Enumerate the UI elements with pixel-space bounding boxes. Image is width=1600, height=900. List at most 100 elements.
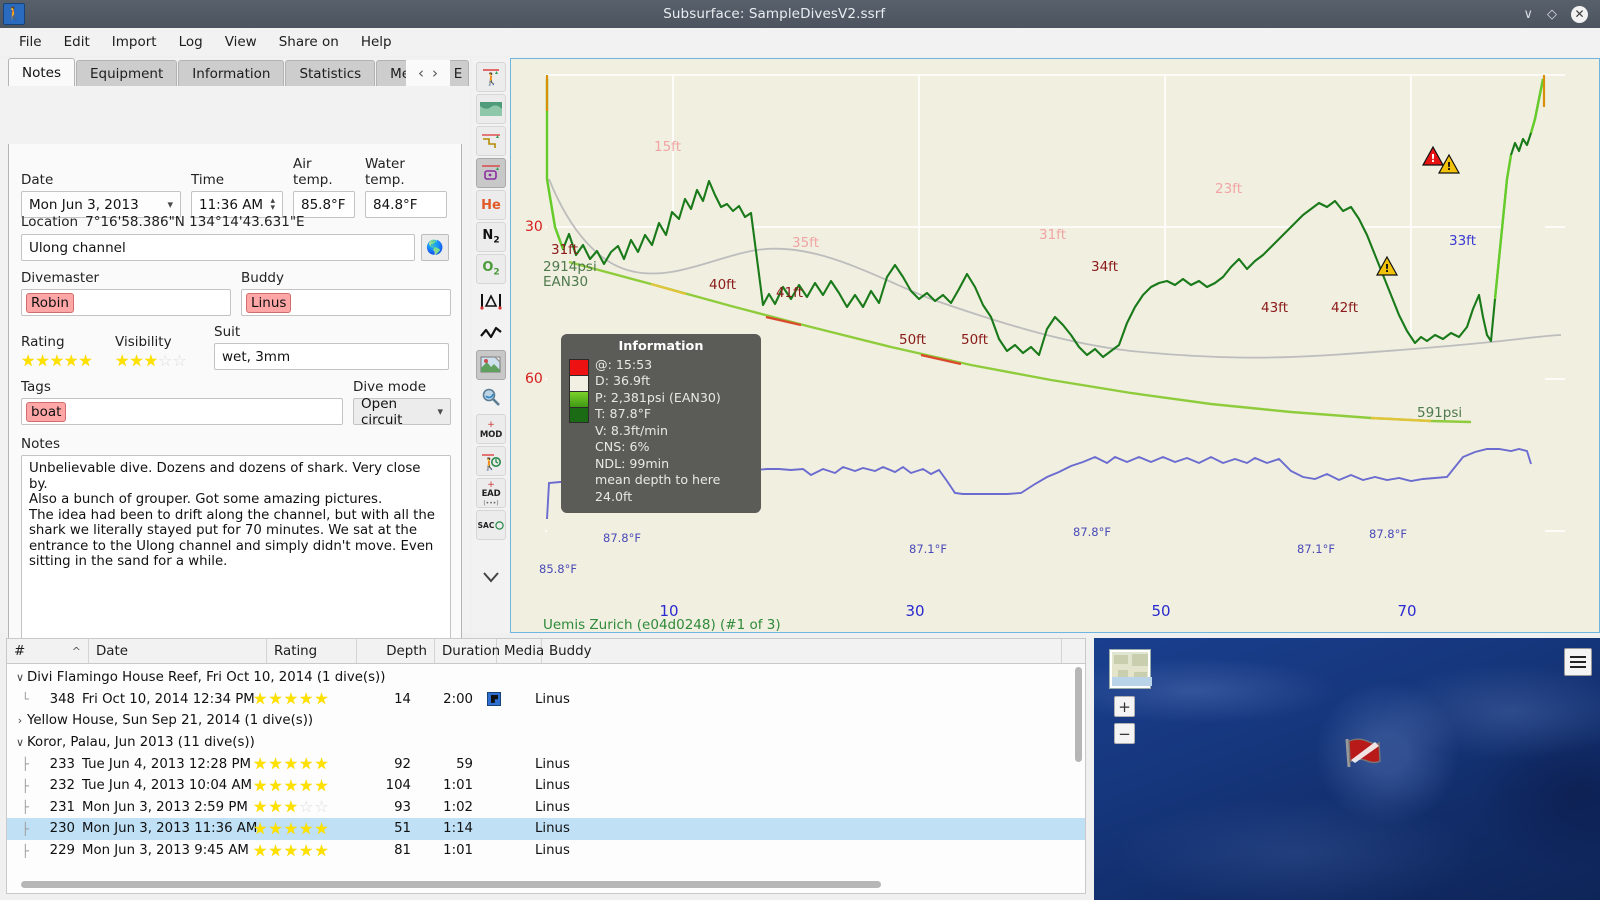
column-header-rating[interactable]: Rating [267,639,357,663]
tab-statistics[interactable]: Statistics [285,60,376,86]
column-header-depth[interactable]: Depth [357,639,435,663]
water-temp-field[interactable]: 84.8°F [365,191,447,218]
map-hamburger-icon[interactable] [1564,648,1592,676]
menu-view[interactable]: View [224,34,257,50]
maximize-icon[interactable]: ◇ [1547,6,1557,22]
location-input[interactable]: Ulong channel [21,234,415,261]
table-row[interactable]: ├ 233 Tue Jun 4, 2013 12:28 PM ★ ★ ★ ★ ★ 92 … [7,753,1085,775]
depth-line [545,78,1545,359]
dive-rating: ★ ★ ★ ☆ ☆ [253,797,329,817]
globe-icon[interactable]: 🌎 [421,234,449,261]
divemaster-token[interactable]: Robin [26,292,74,313]
chevron-down-icon[interactable]: ∨ [15,736,25,750]
toggle-show-pictures-icon[interactable] [476,350,506,380]
toggle-heartrate-icon[interactable] [476,318,506,348]
dive-map[interactable]: + − [1094,638,1600,900]
chevron-right-icon[interactable]: › [17,714,23,728]
menu-edit[interactable]: Edit [63,34,90,50]
tab-notes[interactable]: Notes [8,58,75,86]
toggle-po2-icon[interactable]: O2 [476,254,506,284]
toggle-ceiling-dc-icon[interactable]: 🚶 [476,62,506,92]
close-icon[interactable]: ✕ [1571,5,1588,23]
notes-line: The idea had been to drift along the cha… [29,507,435,523]
dive-trip-group-row[interactable]: ∨ Divi Flamingo House Reef, Fri Oct 10, … [7,667,1085,689]
map-zoom-in-button[interactable]: + [1114,696,1135,717]
svg-text:591psi: 591psi [1417,405,1462,421]
tab-equipment[interactable]: Equipment [76,60,178,86]
table-row[interactable]: ├ 232 Tue Jun 4, 2013 10:04 AM ★ ★ ★ ★ ★ 104… [7,775,1085,797]
column-header-buddy[interactable]: Buddy [542,639,1062,663]
dive-trip-group-row[interactable]: › Yellow House, Sun Sep 21, 2014 (1 dive… [7,710,1085,732]
information-tooltip: Information @: 15:53 D: 36.9ft P: 2,381p… [561,334,761,513]
dive-flag-marker[interactable] [1339,731,1385,773]
column-header-date[interactable]: Date [89,639,267,663]
toggle-ead-icon[interactable]: + EAD (•••) [476,478,506,508]
tree-line: ├ [21,757,29,772]
svg-text:10: 10 [659,602,678,620]
column-header-duration[interactable]: Duration [435,639,500,663]
location-label: Location [21,214,79,230]
tab-information[interactable]: Information [178,60,285,86]
visibility-label: Visibility [115,334,172,350]
svg-text:23ft: 23ft [1215,181,1242,197]
menu-file[interactable]: File [19,34,42,50]
toggle-mod-icon[interactable]: + MOD [476,414,506,444]
menu-share-on[interactable]: Share on [278,34,339,50]
dive-buddy: Linus [535,691,570,707]
toggle-calculated-ceiling-icon[interactable] [476,94,506,124]
dive-list-horizontal-scrollbar[interactable] [21,881,881,888]
toggle-he-icon[interactable]: He [476,190,506,220]
toggle-dc-reported-ceiling-icon[interactable] [476,158,506,188]
menu-help[interactable]: Help [360,34,392,50]
dive-depth: 93 [394,799,411,815]
tab-scroll-next-icon[interactable]: › [432,64,438,82]
svg-text:50ft: 50ft [961,332,988,348]
dive-list[interactable]: # ^ Date Rating Depth Duration Media Budd… [6,638,1086,894]
time-field[interactable]: 11:36 AM ▴ ▾ [191,191,283,218]
toggle-scale-icon[interactable] [476,382,506,412]
tag-token-boat[interactable]: boat [26,401,67,422]
svg-text:85.8°F: 85.8°F [539,562,577,576]
dive-rating: ★ ★ ★ ★ ★ [253,754,329,774]
air-temp-field[interactable]: 85.8°F [293,191,355,218]
chevron-down-icon[interactable]: ∨ [15,671,25,685]
dive-trip-group-row[interactable]: ∨ Koror, Palau, Jun 2013 (11 dive(s)) [7,732,1085,754]
toggle-pn2-icon[interactable]: N2 [476,222,506,252]
toggle-tissues-icon[interactable] [476,286,506,316]
toolbar-expand-chevron-down-icon[interactable] [476,562,506,592]
rating-stars[interactable]: ★★★★★ [21,351,93,370]
buddy-token[interactable]: Linus [246,292,292,313]
date-field[interactable]: Mon Jun 3, 2013 ▾ [21,191,181,218]
table-row[interactable]: ├ 230 Mon Jun 3, 2013 11:36 AM ★ ★ ★ ★ ★ 51 … [7,818,1085,840]
dive-date: Mon Jun 3, 2013 11:36 AM [82,821,258,837]
visibility-stars[interactable]: ★★★☆☆ [115,351,187,370]
dive-buddy: Linus [535,843,570,859]
time-stepper-icon[interactable]: ▴ ▾ [270,195,275,213]
dive-list-vertical-scrollbar[interactable] [1075,667,1082,762]
column-header-number[interactable]: # ^ [7,639,89,663]
tab-scroll-prev-icon[interactable]: ‹ [418,64,424,82]
table-row[interactable]: ├ 229 Mon Jun 3, 2013 9:45 AM ★ ★ ★ ★ ★ 81 1… [7,840,1085,862]
menu-log[interactable]: Log [178,34,203,50]
suit-value: wet, 3mm [222,348,291,365]
tags-input[interactable]: boat [21,398,343,425]
dive-mode-select[interactable]: Open circuit ▾ [353,396,451,428]
toggle-calculated-ceiling-3m-icon[interactable] [476,126,506,156]
dive-duration: 1:14 [443,821,473,837]
table-row[interactable]: └ 348 Fri Oct 10, 2014 12:34 PM ★ ★ ★ ★ ★ 14… [7,689,1085,711]
minimap-thumbnail[interactable] [1109,649,1152,689]
suit-input[interactable]: wet, 3mm [214,343,449,370]
table-row[interactable]: ├ 231 Mon Jun 3, 2013 2:59 PM ★ ★ ★ ☆ ☆ 93 1… [7,797,1085,819]
svg-text:33ft: 33ft [1449,233,1476,249]
column-header-media[interactable]: Media [497,639,544,663]
divemaster-input[interactable]: Robin [21,289,231,316]
minimize-icon[interactable]: ∨ [1523,6,1533,22]
dive-rating: ★ ★ ★ ★ ★ [253,775,329,795]
buddy-input[interactable]: Linus [241,289,451,316]
menu-import[interactable]: Import [111,34,157,50]
toggle-sac-icon[interactable]: SAC [476,510,506,540]
toggle-ndl-tts-icon[interactable]: 🚶 [476,446,506,476]
map-zoom-out-button[interactable]: − [1114,723,1135,744]
svg-text:EAN30: EAN30 [543,274,588,290]
air-temp-value: 85.8°F [301,196,346,213]
